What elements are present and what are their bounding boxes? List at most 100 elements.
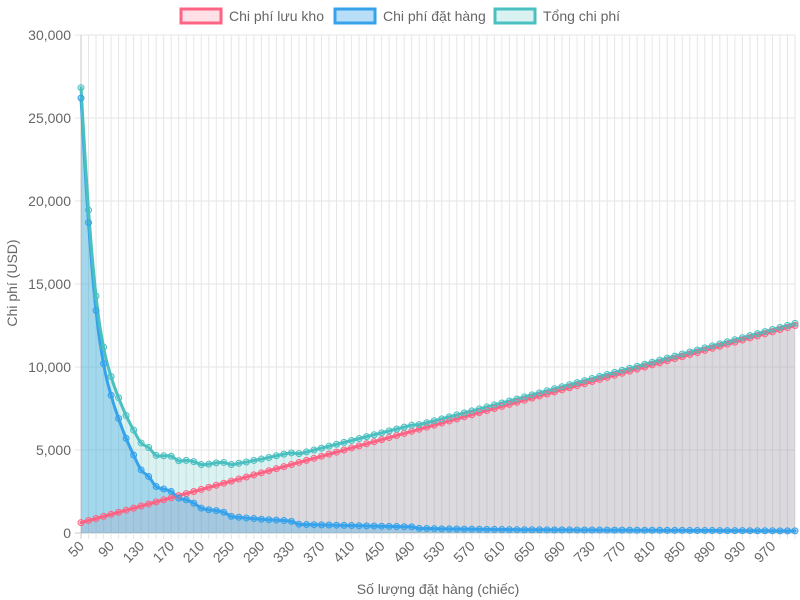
data-point[interactable]: [130, 451, 138, 459]
data-point[interactable]: [535, 526, 543, 534]
data-point[interactable]: [783, 527, 791, 535]
data-point[interactable]: [295, 520, 303, 528]
data-point[interactable]: [393, 425, 401, 433]
data-point[interactable]: [310, 521, 318, 529]
data-point[interactable]: [85, 219, 93, 227]
data-point[interactable]: [528, 526, 536, 534]
data-point[interactable]: [581, 377, 589, 385]
data-point[interactable]: [393, 523, 401, 531]
data-point[interactable]: [160, 452, 168, 460]
data-point[interactable]: [776, 326, 784, 334]
data-point[interactable]: [408, 427, 416, 435]
data-point[interactable]: [107, 391, 115, 399]
data-point[interactable]: [453, 411, 461, 419]
data-point[interactable]: [483, 403, 491, 411]
data-point[interactable]: [776, 527, 784, 535]
data-point[interactable]: [641, 360, 649, 368]
data-point[interactable]: [701, 344, 709, 352]
data-point[interactable]: [400, 429, 408, 437]
data-point[interactable]: [85, 206, 93, 214]
data-point[interactable]: [385, 522, 393, 530]
data-point[interactable]: [212, 459, 220, 467]
data-point[interactable]: [415, 524, 423, 532]
data-point[interactable]: [272, 516, 280, 524]
data-point[interactable]: [460, 409, 468, 417]
data-point[interactable]: [603, 526, 611, 534]
data-point[interactable]: [701, 527, 709, 535]
data-point[interactable]: [588, 375, 596, 383]
data-point[interactable]: [92, 307, 100, 315]
data-point[interactable]: [197, 461, 205, 469]
data-point[interactable]: [618, 526, 626, 534]
data-point[interactable]: [363, 440, 371, 448]
data-point[interactable]: [723, 340, 731, 348]
legend-item[interactable]: Chi phí đặt hàng: [333, 7, 486, 25]
data-point[interactable]: [603, 370, 611, 378]
data-point[interactable]: [212, 507, 220, 515]
data-point[interactable]: [671, 526, 679, 534]
data-point[interactable]: [302, 521, 310, 529]
data-point[interactable]: [468, 407, 476, 415]
data-point[interactable]: [333, 440, 341, 448]
data-point[interactable]: [197, 504, 205, 512]
data-point[interactable]: [325, 521, 333, 529]
data-point[interactable]: [137, 439, 145, 447]
data-point[interactable]: [753, 330, 761, 338]
data-point[interactable]: [250, 471, 258, 479]
data-point[interactable]: [107, 510, 115, 518]
data-point[interactable]: [520, 393, 528, 401]
data-point[interactable]: [648, 358, 656, 366]
data-point[interactable]: [340, 521, 348, 529]
data-point[interactable]: [738, 334, 746, 342]
data-point[interactable]: [656, 526, 664, 534]
data-point[interactable]: [761, 330, 769, 338]
data-point[interactable]: [543, 526, 551, 534]
data-point[interactable]: [761, 328, 769, 336]
data-point[interactable]: [483, 407, 491, 415]
data-point[interactable]: [415, 421, 423, 429]
data-point[interactable]: [250, 515, 258, 523]
data-point[interactable]: [348, 444, 356, 452]
data-point[interactable]: [731, 527, 739, 535]
data-point[interactable]: [468, 525, 476, 533]
data-point[interactable]: [235, 513, 243, 521]
data-point[interactable]: [400, 423, 408, 431]
data-point[interactable]: [453, 525, 461, 533]
data-point[interactable]: [152, 483, 160, 491]
data-point[interactable]: [92, 514, 100, 522]
data-point[interactable]: [257, 515, 265, 523]
data-point[interactable]: [633, 526, 641, 534]
data-point[interactable]: [791, 322, 799, 329]
data-point[interactable]: [723, 527, 731, 535]
data-point[interactable]: [618, 366, 626, 374]
data-point[interactable]: [107, 373, 115, 381]
data-point[interactable]: [626, 526, 634, 534]
data-point[interactable]: [686, 526, 694, 534]
data-point[interactable]: [220, 479, 228, 487]
data-point[interactable]: [445, 413, 453, 421]
data-point[interactable]: [325, 450, 333, 458]
data-point[interactable]: [566, 381, 574, 389]
data-point[interactable]: [160, 496, 168, 504]
data-point[interactable]: [318, 444, 326, 452]
data-point[interactable]: [498, 526, 506, 534]
data-point[interactable]: [302, 456, 310, 464]
data-point[interactable]: [333, 448, 341, 456]
data-point[interactable]: [175, 492, 183, 500]
data-point[interactable]: [596, 526, 604, 534]
data-point[interactable]: [423, 419, 431, 427]
data-point[interactable]: [671, 352, 679, 360]
data-point[interactable]: [100, 343, 108, 351]
data-point[interactable]: [408, 421, 416, 429]
data-point[interactable]: [746, 334, 754, 342]
data-point[interactable]: [393, 431, 401, 439]
data-point[interactable]: [197, 485, 205, 493]
data-point[interactable]: [77, 519, 85, 527]
data-point[interactable]: [182, 496, 190, 504]
data-point[interactable]: [295, 450, 303, 458]
data-point[interactable]: [348, 436, 356, 444]
data-point[interactable]: [182, 490, 190, 498]
data-point[interactable]: [753, 527, 761, 535]
data-point[interactable]: [355, 522, 363, 530]
data-point[interactable]: [513, 526, 521, 534]
